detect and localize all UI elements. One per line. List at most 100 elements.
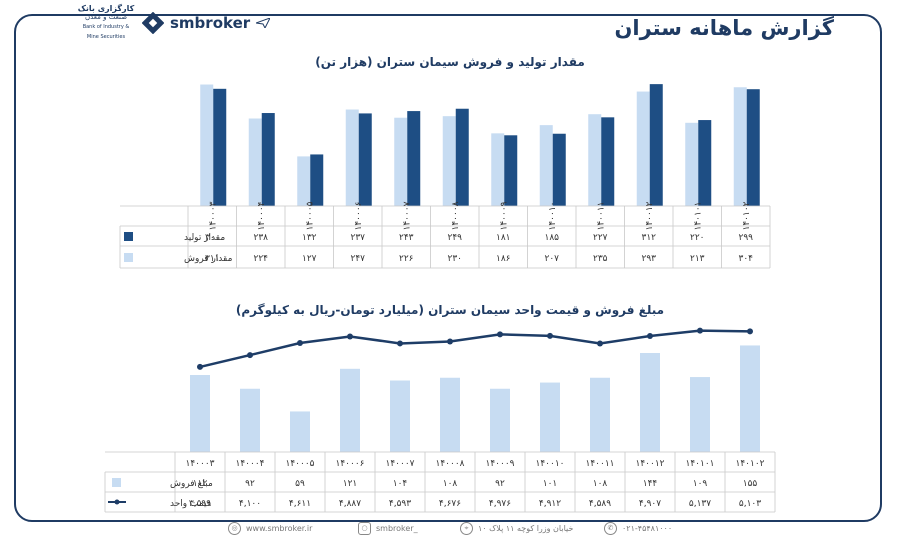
sales-bar [491,133,505,206]
logo: کارگزاری بانک صنعت و معدن Bank of Indust… [76,4,271,42]
unit-price-value-label: ۴,۵۸۹ [589,499,611,509]
footer-instagram[interactable]: ○ smbroker_ [358,522,418,535]
sales-value-label: ۲۰۷ [544,254,559,264]
sales-amount-value-label: ۱۰۸ [593,479,608,489]
sales-amount-value-label: ۱۲۱ [343,479,358,489]
sales-price-chart: ۱۴۰۰۰۳ ۱۱۲ ۳,۵۹۹ ۱۴۰۰۰۴ ۹۲ ۴,۱۰۰ ۱۴۰۰۰۵ ۵۹ ۴,۶۱۱… [104,327,776,513]
category-label: ۱۴۰۱۰۲ [742,201,752,230]
category-label: ۱۴۰۰۱۲ [645,201,655,230]
category-label: ۱۴۰۰۰۴ [235,459,264,469]
production-value-label: ۱۳۲ [302,233,317,243]
category-label: ۱۴۰۰۱۱ [585,459,614,469]
unit-price-value-label: ۴,۸۸۷ [339,499,361,509]
production-bar [213,88,227,206]
production-bar [455,108,469,206]
sales-amount-bar [390,380,410,452]
report-frame [14,14,882,522]
category-label: ۱۴۰۰۰۶ [335,459,364,469]
unit-price-point [447,338,453,345]
category-label: ۱۴۰۰۱۱ [596,201,606,230]
sales-bar [685,122,699,206]
production-value-label: ۲۴۳ [399,233,414,243]
paper-plane-icon [256,18,271,28]
sales-value-label: ۳۱۱ [205,254,220,264]
sales-bar [588,114,602,206]
unit-price-value-label: ۵,۱۰۳ [739,499,761,509]
unit-price-value-label: ۴,۹۰۷ [639,499,661,509]
production-bar [552,133,566,206]
sales-amount-value-label: ۹۲ [495,479,505,489]
sales-bar [733,87,747,206]
instagram-icon: ○ [358,522,371,535]
sales-bar [539,125,553,206]
unit-price-point [747,328,753,335]
production-value-label: ۲۲۰ [690,233,705,243]
sales-value-label: ۳۰۴ [738,254,753,264]
unit-price-point [597,340,603,347]
category-label: ۱۴۰۱۰۲ [735,459,764,469]
footer: ◎ www.smbroker.ir ○ smbroker_ ⌖ خیابان و… [0,522,900,540]
sales-amount-value-label: ۵۹ [295,479,305,489]
unit-price-value-label: ۵,۱۳۷ [689,499,711,509]
production-value-label: ۳۱۲ [641,233,656,243]
production-bar [601,117,615,206]
unit-price-point [397,340,403,347]
unit-price-point [497,331,503,338]
sales-amount-bar [240,388,260,452]
sales-amount-bar [440,377,460,452]
unit-price-value-label: ۴,۹۷۶ [489,499,511,509]
category-label: ۱۴۰۰۰۳ [185,459,214,469]
category-label: ۱۴۰۰۰۹ [485,459,514,469]
legend-unit-price-label: قیمت واحد [170,499,211,509]
production-sales-chart: ۱۴۰۰۰۳ ۳۰۰ ۳۱۱ ۱۴۰۰۰۴ ۲۳۸ ۲۲۴ ۱۴۰۰۰۵ ۱۳۲ ۱۲۷ ۱۴۰۰… [119,84,771,269]
legend-sales-amount-label: مبلغ فروش [170,479,213,489]
sales-amount-value-label: ۱۱۲ [193,479,208,489]
category-label: ۱۴۰۰۰۹ [499,201,509,230]
sales-amount-bar [690,377,710,452]
category-label: ۱۴۰۰۰۳ [208,201,218,230]
sales-amount-bar [290,411,310,452]
category-label: ۱۴۰۰۰۷ [385,459,414,469]
globe-icon: ◎ [228,522,241,535]
sales-amount-value-label: ۱۰۹ [693,479,708,489]
production-bar [698,120,712,206]
category-label: ۱۴۰۰۰۸ [435,459,464,469]
legend-production-swatch [124,232,133,241]
legend-sales-swatch [124,253,133,262]
logo-mark-icon [142,12,164,34]
page-title: گزارش ماهانه ستران [614,16,834,40]
category-label: ۱۴۰۱۰۱ [685,459,714,469]
category-label: ۱۴۰۰۱۰ [535,459,564,469]
production-value-label: ۲۲۷ [593,233,608,243]
unit-price-value-label: ۴,۶۱۱ [289,499,311,509]
sales-value-label: ۱۸۶ [496,254,511,264]
footer-phone: ✆ ۰۲۱-۴۵۴۸۱۰۰۰ [604,522,672,535]
sales-bar [636,91,650,206]
sales-amount-bar [740,345,760,452]
unit-price-value-label: ۴,۱۰۰ [239,499,261,509]
legend-sales-amount-swatch [112,478,121,487]
bank-name: کارگزاری بانک صنعت و معدن Bank of Indust… [77,4,135,40]
category-label: ۱۴۰۰۱۰ [548,201,558,230]
unit-price-line [199,329,751,369]
production-bar [358,113,372,206]
sales-value-label: ۲۱۳ [690,254,705,264]
sales-bar [345,109,359,206]
production-bar [310,154,324,206]
footer-website[interactable]: ◎ www.smbroker.ir [228,522,312,535]
production-value-label: ۲۳۸ [253,233,268,243]
production-bar [504,135,518,206]
category-label: ۱۴۰۰۱۲ [635,459,664,469]
sales-amount-bar [490,388,510,452]
unit-price-point [697,327,703,334]
unit-price-point [547,332,553,339]
category-label: ۱۴۰۰۰۴ [257,201,267,230]
sales-amount-value-label: ۱۵۵ [743,479,758,489]
chart2-title: مبلغ فروش و قیمت واحد سیمان ستران (میلیا… [235,303,665,317]
sales-bar [394,117,408,206]
location-pin-icon: ⌖ [460,522,473,535]
sales-amount-value-label: ۱۰۴ [393,479,408,489]
sales-value-label: ۲۴۷ [350,254,365,264]
production-value-label: ۲۳۷ [350,233,365,243]
phone-icon: ✆ [604,522,617,535]
